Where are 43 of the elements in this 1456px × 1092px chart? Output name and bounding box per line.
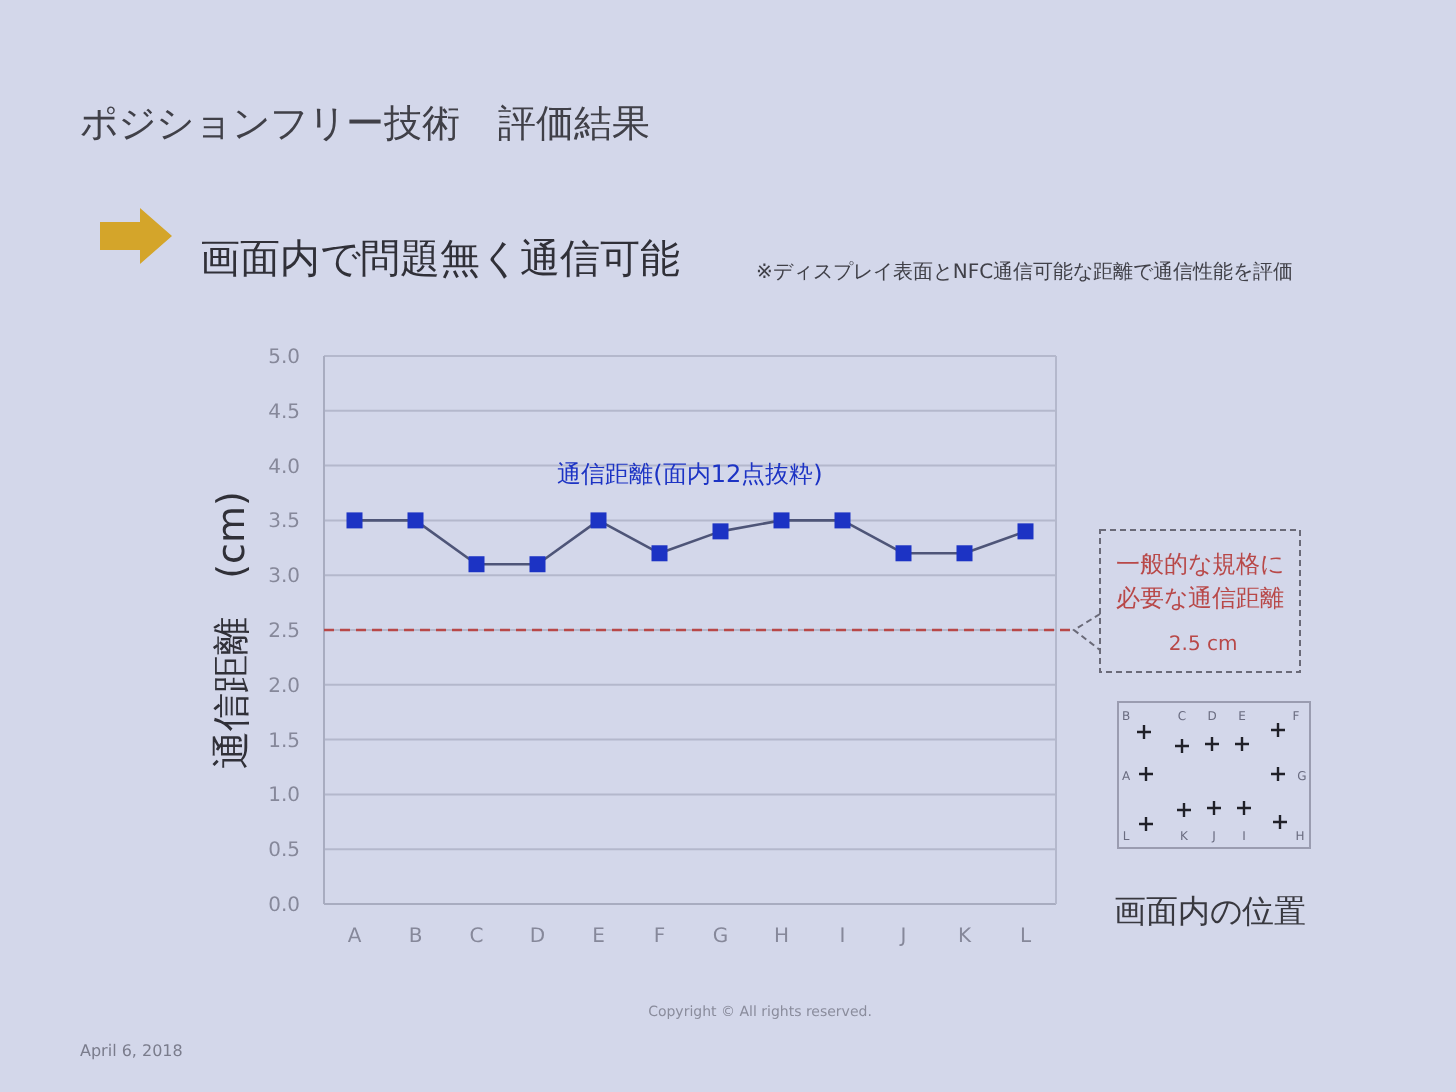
point: [834, 512, 851, 529]
y-tick-label: 3.5: [268, 511, 300, 534]
x-tick-label: C: [469, 926, 484, 948]
point: [956, 545, 973, 562]
point: [529, 556, 546, 573]
ref-line-label: 一般的な規格に必要な通信距離 2.5 cm: [1116, 550, 1284, 656]
y-tick-label: 3.0: [268, 566, 300, 589]
point: [468, 556, 485, 573]
x-tick-label: H: [773, 926, 790, 948]
x-tick-label: L: [1019, 926, 1032, 948]
x-tick-label: I: [839, 926, 846, 948]
y-tick-label: 0.0: [268, 895, 300, 917]
y-tick-label: 2.5: [268, 621, 300, 643]
point: [895, 545, 912, 562]
point: [407, 512, 424, 529]
x-tick-label: E: [592, 926, 605, 948]
chart-title: ポジションフリー技術 評価結果: [80, 102, 650, 146]
chart-subtitle: 画面内で問題無く通信可能: [200, 234, 680, 282]
text: ※ディスプレイ表面とNFC通信可能な距離で通信性能を評価: [756, 260, 1294, 284]
y-tick-label: 0.5: [268, 840, 300, 863]
point: [712, 523, 729, 540]
x-tick-label: G: [712, 926, 729, 948]
y-tick-label: 5.0: [268, 347, 300, 369]
y-tick-label: 4.0: [268, 456, 300, 479]
series-label: 通信距離(面内12点抜粋): [557, 460, 823, 488]
y-tick-label: 1.0: [268, 785, 300, 808]
y-tick-label: 4.5: [268, 401, 300, 424]
y-tick-label: 1.5: [268, 730, 300, 753]
x-tick-label: B: [408, 926, 423, 948]
x-tick-label: A: [347, 926, 362, 948]
y-tick-label: 2.0: [268, 675, 300, 698]
point: [651, 545, 668, 562]
point: [346, 512, 363, 529]
x-tick-label: F: [653, 926, 666, 948]
point: [773, 512, 790, 529]
point: [1017, 523, 1034, 540]
x-tick-label: J: [898, 926, 907, 948]
x-tick-label: D: [529, 926, 546, 948]
point: [590, 512, 607, 529]
text: 画面内の位置: [1114, 892, 1306, 930]
y-axis-title: 通信距離 (cm): [210, 491, 254, 769]
x-tick-label: K: [957, 926, 972, 948]
text: April 6, 2018: [80, 1042, 183, 1060]
